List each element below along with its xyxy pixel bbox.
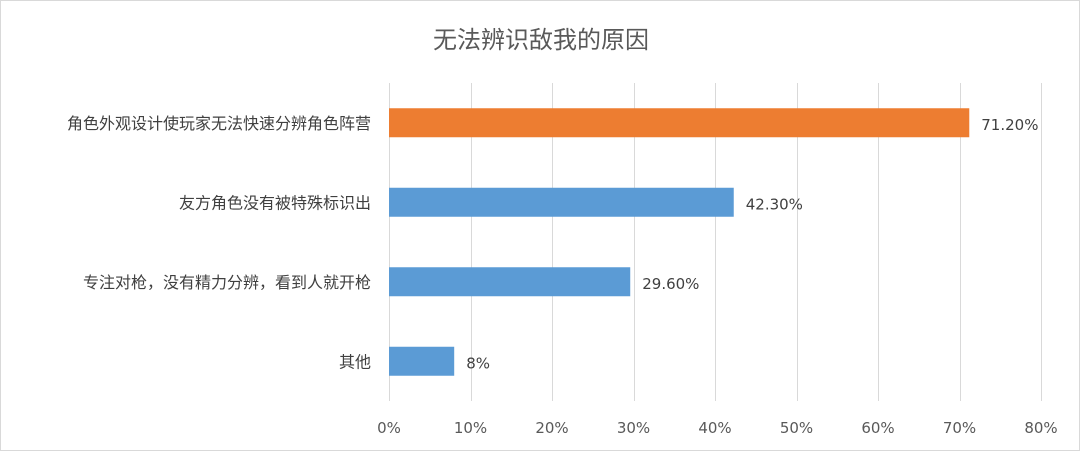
x-tick-label: 30%	[617, 419, 650, 437]
bar	[389, 267, 631, 297]
bar	[389, 108, 970, 138]
chart-title: 无法辨识敌我的原因	[433, 26, 649, 54]
bar	[389, 346, 455, 376]
x-tick-label: 0%	[377, 419, 401, 437]
x-tick-label: 50%	[780, 419, 813, 437]
bars	[389, 108, 970, 376]
data-labels: 71.20% 42.30% 29.60% 8%	[466, 116, 1038, 373]
category-label: 专注对枪，没有精力分辨，看到人就开枪	[83, 273, 371, 292]
x-axis-ticks: 0% 10% 20% 30% 40% 50% 60% 70% 80%	[377, 419, 1058, 437]
x-tick-label: 60%	[861, 419, 894, 437]
bar	[389, 187, 734, 217]
x-tick-label: 20%	[535, 419, 568, 437]
x-tick-label: 10%	[454, 419, 487, 437]
category-label: 角色外观设计使玩家无法快速分辨角色阵营	[67, 114, 371, 133]
data-label: 42.30%	[746, 195, 803, 213]
data-label: 29.60%	[642, 275, 699, 293]
category-labels: 角色外观设计使玩家无法快速分辨角色阵营友方角色没有被特殊标识出专注对枪，没有精力…	[67, 114, 371, 372]
x-tick-label: 40%	[698, 419, 731, 437]
x-tick-label: 80%	[1024, 419, 1057, 437]
category-label: 其他	[339, 352, 371, 371]
x-tick-label: 70%	[943, 419, 976, 437]
data-label: 8%	[466, 354, 490, 372]
category-label: 友方角色没有被特殊标识出	[179, 193, 371, 212]
data-label: 71.20%	[981, 116, 1038, 134]
